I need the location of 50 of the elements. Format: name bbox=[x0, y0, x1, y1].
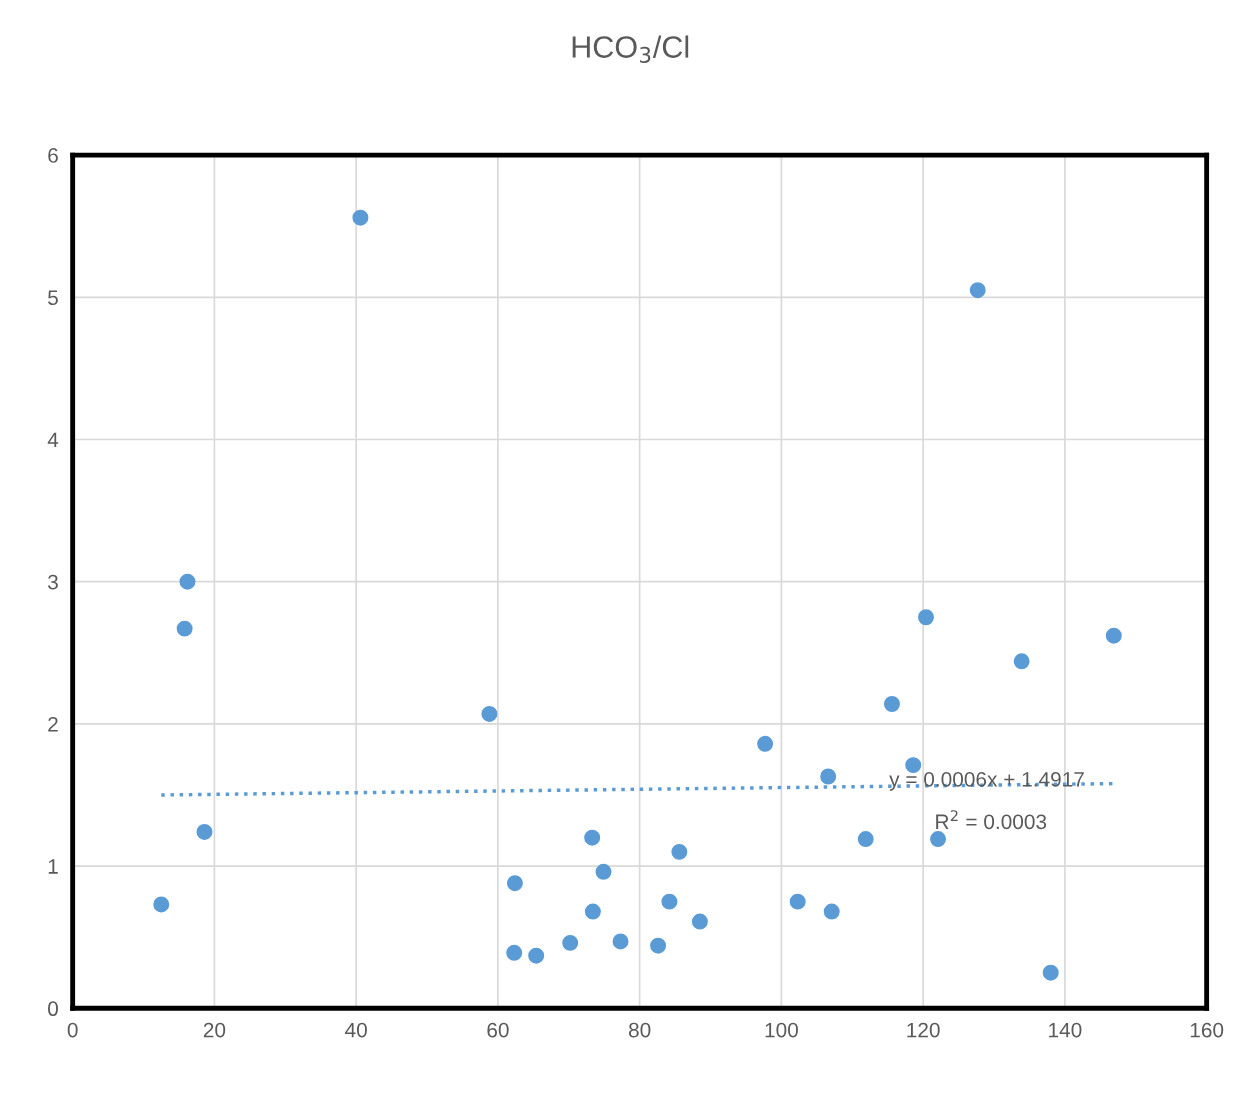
point bbox=[918, 609, 934, 626]
annotation: y = 0.0006x + 1.4917 bbox=[889, 771, 1084, 791]
annotation: R$^{2}$ = 0.0003 bbox=[936, 810, 1047, 830]
point bbox=[481, 705, 498, 722]
point bbox=[757, 735, 774, 752]
point bbox=[584, 829, 601, 846]
point bbox=[691, 913, 708, 930]
x-tick-label: 140 bbox=[1049, 1022, 1082, 1038]
point bbox=[595, 863, 612, 880]
y-tick-label: 4 bbox=[47, 432, 59, 448]
point bbox=[650, 937, 667, 954]
x-tick-label: 160 bbox=[1190, 1022, 1224, 1038]
point bbox=[612, 933, 629, 950]
point bbox=[196, 823, 213, 840]
point bbox=[661, 893, 678, 910]
x-tick-label: 80 bbox=[628, 1022, 651, 1038]
point bbox=[820, 768, 837, 785]
point bbox=[905, 757, 922, 774]
point bbox=[506, 875, 523, 892]
y-tick-label: 3 bbox=[47, 574, 58, 590]
y-tick-label: 0 bbox=[48, 1001, 58, 1017]
point bbox=[153, 896, 170, 913]
point bbox=[528, 947, 545, 964]
point bbox=[883, 696, 900, 712]
x-tick-label: 40 bbox=[345, 1022, 367, 1038]
x-tick-label: 20 bbox=[203, 1022, 226, 1038]
point bbox=[562, 934, 579, 951]
point bbox=[857, 831, 874, 848]
point bbox=[1013, 653, 1030, 670]
point bbox=[930, 831, 947, 848]
x-tick-label: 0 bbox=[67, 1022, 78, 1038]
x-tick-label: 100 bbox=[765, 1022, 798, 1038]
y-tick-label: 5 bbox=[48, 290, 58, 306]
point bbox=[1042, 964, 1059, 981]
point bbox=[179, 573, 196, 590]
point bbox=[823, 903, 840, 920]
chart-title: HCO$_{3}$/Cl bbox=[572, 35, 689, 63]
point bbox=[584, 903, 601, 920]
y-tick-label: 1 bbox=[48, 859, 58, 874]
y-tick-label: 2 bbox=[48, 716, 58, 732]
point bbox=[176, 620, 193, 637]
x-tick-label: 60 bbox=[487, 1022, 509, 1038]
x-tick-label: 120 bbox=[907, 1022, 940, 1038]
point bbox=[352, 209, 369, 226]
point bbox=[1105, 627, 1122, 644]
point bbox=[671, 843, 688, 860]
point bbox=[506, 944, 523, 961]
y-tick-label: 6 bbox=[48, 148, 58, 163]
point bbox=[969, 282, 986, 299]
point bbox=[789, 893, 806, 910]
